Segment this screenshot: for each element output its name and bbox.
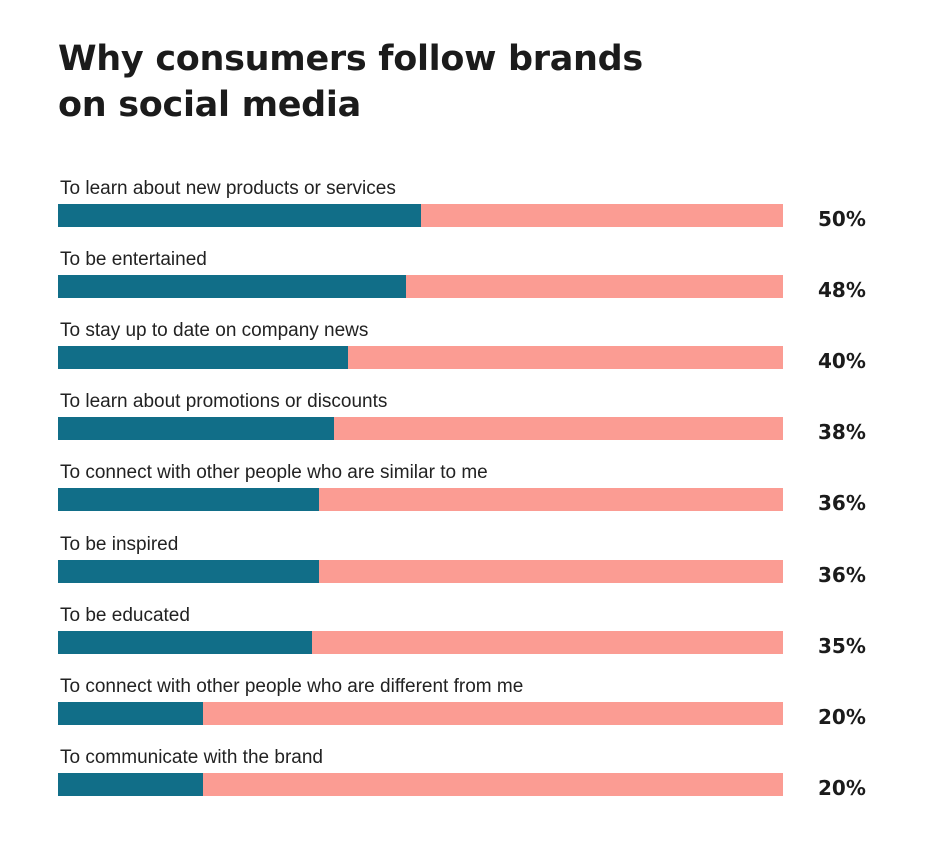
bar-fill — [58, 702, 203, 725]
bar-track — [58, 560, 783, 583]
bar-value-label: 40% — [818, 349, 866, 373]
bar-track — [58, 275, 783, 298]
bar-fill — [58, 631, 312, 654]
bar-label: To be inspired — [60, 534, 179, 555]
bar-track — [58, 488, 783, 511]
bar-track — [58, 204, 783, 227]
chart-title-line-1: Why consumers follow brands — [58, 39, 643, 79]
bar-row: To connect with other people who are dif… — [58, 675, 878, 735]
bar-value-label: 36% — [818, 563, 866, 587]
bar-track — [58, 702, 783, 725]
bar-fill — [58, 560, 319, 583]
bar-value-label: 38% — [818, 420, 866, 444]
bar-label: To connect with other people who are sim… — [60, 462, 488, 483]
bar-fill — [58, 346, 348, 369]
bar-label: To connect with other people who are dif… — [60, 676, 524, 697]
chart-title-line-2: on social media — [58, 85, 361, 125]
bar-track — [58, 417, 783, 440]
bar-value-label: 48% — [818, 278, 866, 302]
bar-label: To communicate with the brand — [60, 747, 323, 768]
bar-value-label: 20% — [818, 776, 866, 800]
bar-label: To stay up to date on company news — [60, 320, 369, 341]
bar-label: To be educated — [60, 605, 190, 626]
bar-track — [58, 346, 783, 369]
bar-row: To connect with other people who are sim… — [58, 461, 878, 521]
bar-fill — [58, 417, 334, 440]
bar-row: To be entertained 48% — [58, 248, 878, 308]
bar-row: To communicate with the brand 20% — [58, 746, 878, 806]
bar-fill — [58, 488, 319, 511]
bar-value-label: 50% — [818, 207, 866, 231]
bar-fill — [58, 773, 203, 796]
bar-track — [58, 773, 783, 796]
bar-row: To be educated 35% — [58, 604, 878, 664]
bar-fill — [58, 275, 406, 298]
bar-fill — [58, 204, 421, 227]
bar-row: To be inspired 36% — [58, 533, 878, 593]
bar-label: To be entertained — [60, 249, 207, 270]
chart-title: Why consumers follow brands on social me… — [58, 36, 758, 128]
bar-value-label: 36% — [818, 491, 866, 515]
bar-label: To learn about promotions or discounts — [60, 391, 388, 412]
bar-row: To learn about promotions or discounts 38… — [58, 390, 878, 450]
bar-value-label: 35% — [818, 634, 866, 658]
bar-label: To learn about new products or services — [60, 178, 396, 199]
bar-value-label: 20% — [818, 705, 866, 729]
bar-row: To stay up to date on company news 40% — [58, 319, 878, 379]
bar-track — [58, 631, 783, 654]
bar-row: To learn about new products or services 5… — [58, 177, 878, 237]
